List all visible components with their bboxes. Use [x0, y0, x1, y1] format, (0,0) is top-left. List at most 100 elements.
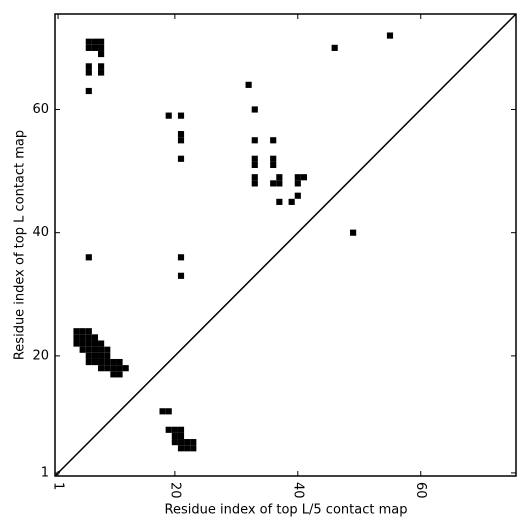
contact-cell [73, 340, 80, 347]
contact-cell [98, 340, 105, 347]
contact-cell [91, 44, 99, 51]
contact-cell [104, 346, 111, 353]
contact-cell [91, 340, 99, 347]
contact-cell [73, 328, 80, 335]
contact-cell [122, 365, 129, 372]
contact-cell [171, 439, 178, 446]
contact-cell [165, 426, 172, 433]
contact-cell [98, 346, 105, 353]
contact-cell [85, 340, 92, 347]
contact-cell [79, 328, 86, 335]
contact-cell [294, 192, 301, 199]
y-tick-label: 1 [41, 465, 49, 480]
contact-cell [270, 137, 277, 144]
contact-cell [110, 371, 117, 378]
y-tick-label: 20 [32, 348, 49, 363]
contact-cell [386, 32, 394, 39]
contact-cell [245, 81, 252, 88]
contact-cell [251, 155, 258, 162]
contact-cell [98, 44, 105, 51]
contact-cell [190, 439, 197, 446]
contact-cell [251, 106, 258, 113]
contact-cell [184, 445, 191, 452]
contact-cell [251, 137, 258, 144]
contact-cell [91, 334, 99, 341]
contact-cell [177, 137, 185, 144]
contact-cell [270, 180, 277, 187]
contact-cell [190, 445, 197, 452]
contact-cell [104, 358, 111, 366]
x-tick-label: 60 [413, 482, 428, 499]
contact-cell [177, 155, 185, 162]
contact-cell [294, 174, 301, 181]
contact-cell [91, 38, 99, 45]
contact-cell [288, 198, 295, 205]
x-tick-label: 1 [51, 482, 66, 490]
contact-cell [171, 432, 178, 440]
contact-cell [251, 174, 258, 181]
contact-cell [177, 254, 185, 261]
contact-cell [270, 161, 277, 168]
contact-cell [165, 408, 172, 415]
contact-cell [110, 365, 117, 372]
contact-cell [251, 180, 258, 187]
contact-cell [276, 180, 283, 187]
contact-cell [276, 174, 283, 181]
diagonal-line [54, 13, 517, 477]
contact-cell [85, 38, 92, 45]
contact-cell [98, 63, 105, 70]
contact-cell [270, 155, 277, 162]
contact-cell [79, 334, 86, 341]
contact-cell [116, 365, 123, 372]
contact-cell [110, 358, 117, 366]
contact-cell [85, 346, 92, 353]
x-tick-label: 20 [167, 482, 182, 499]
contact-cell [171, 426, 178, 433]
contact-cell [350, 229, 357, 236]
contact-cell [85, 63, 92, 70]
contact-cell [98, 358, 105, 366]
contact-cell [98, 38, 105, 45]
plot-frame [54, 13, 517, 477]
contact-cell [177, 112, 185, 119]
contact-cell [79, 346, 86, 353]
contact-cell [159, 408, 166, 415]
contact-cell [85, 334, 92, 341]
contact-cell [85, 44, 92, 51]
contact-cell [177, 272, 185, 279]
contact-cell [98, 352, 105, 359]
contact-cell [177, 439, 185, 446]
contact-cell [177, 426, 185, 433]
contact-cell [184, 439, 191, 446]
contact-cell [300, 174, 308, 181]
contact-cell [85, 352, 92, 359]
contact-cell [104, 352, 111, 359]
contact-cell [177, 432, 185, 440]
contact-cell [98, 365, 105, 372]
contact-cell [177, 131, 185, 138]
contact-cell [85, 87, 92, 95]
contact-cell [294, 180, 301, 187]
contact-cell [85, 328, 92, 335]
contact-cell [85, 69, 92, 76]
contact-cell [116, 358, 123, 366]
y-tick-label: 60 [32, 102, 49, 117]
x-tick-label: 40 [290, 482, 305, 499]
y-axis-label: Residue index of top L contact map [13, 130, 28, 360]
contact-cell [98, 69, 105, 76]
contact-cell [104, 365, 111, 372]
contact-cell [165, 112, 172, 119]
contact-cell [177, 445, 185, 452]
contact-cell [251, 161, 258, 168]
x-axis-label: Residue index of top L/5 contact map [165, 503, 408, 518]
contact-cell [91, 346, 99, 353]
contact-cell [85, 358, 92, 366]
contact-cell [79, 340, 86, 347]
y-tick-label: 40 [32, 225, 49, 240]
contact-cell [276, 198, 283, 205]
contact-cell [331, 44, 338, 51]
contact-cell [116, 371, 123, 378]
contact-cell [85, 254, 92, 261]
contact-cell [98, 50, 105, 58]
